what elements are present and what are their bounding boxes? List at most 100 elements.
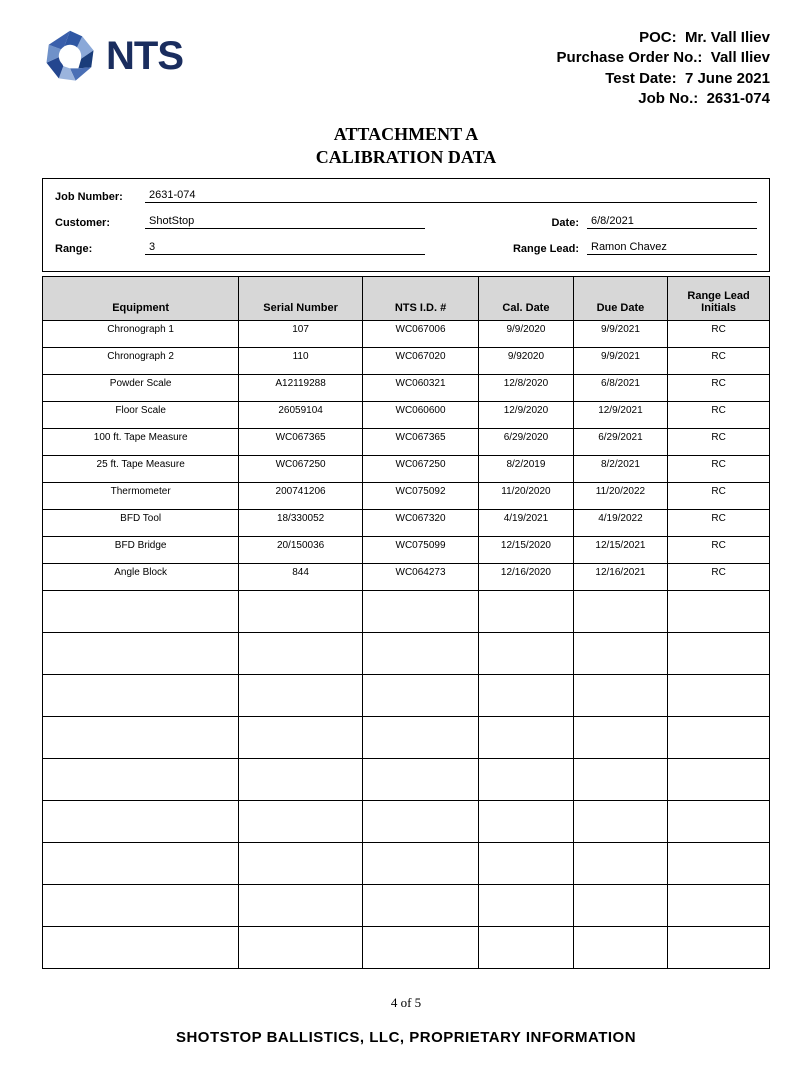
table-cell-empty xyxy=(573,717,668,759)
table-cell: A12119288 xyxy=(239,375,363,402)
table-cell-empty xyxy=(479,759,574,801)
table-cell-empty xyxy=(43,801,239,843)
table-cell-empty xyxy=(239,717,363,759)
form-row-range: Range: 3 Range Lead: Ramon Chavez xyxy=(55,241,757,255)
table-cell-empty xyxy=(479,843,574,885)
table-cell: 12/16/2021 xyxy=(573,564,668,591)
table-cell-empty xyxy=(573,885,668,927)
table-cell-empty xyxy=(239,885,363,927)
table-cell-empty xyxy=(479,717,574,759)
table-cell-empty xyxy=(573,591,668,633)
form-row-jobnum: Job Number: 2631-074 xyxy=(55,189,757,203)
table-cell: WC067020 xyxy=(362,348,478,375)
table-cell-empty xyxy=(479,633,574,675)
header-info: POC: Mr. Vall Iliev Purchase Order No.: … xyxy=(557,28,770,109)
rangelead-label: Range Lead: xyxy=(513,243,587,255)
table-cell: 9/9/2020 xyxy=(479,321,574,348)
table-cell: WC060321 xyxy=(362,375,478,402)
table-cell: 12/9/2020 xyxy=(479,402,574,429)
rangelead-value: Ramon Chavez xyxy=(587,241,757,255)
table-cell: 18/330052 xyxy=(239,510,363,537)
title-line1: ATTACHMENT A xyxy=(42,123,770,146)
table-cell: BFD Tool xyxy=(43,510,239,537)
table-cell: 12/8/2020 xyxy=(479,375,574,402)
table-row: 25 ft. Tape MeasureWC067250WC0672508/2/2… xyxy=(43,456,770,483)
jobno-label: Job No.: xyxy=(638,90,698,107)
table-cell-empty xyxy=(573,633,668,675)
table-row-empty xyxy=(43,801,770,843)
table-row-empty xyxy=(43,885,770,927)
table-cell-empty xyxy=(239,675,363,717)
table-cell-empty xyxy=(239,633,363,675)
table-cell: RC xyxy=(668,375,770,402)
table-cell-empty xyxy=(362,591,478,633)
table-cell: 12/15/2020 xyxy=(479,537,574,564)
proprietary-footer: SHOTSTOP BALLISTICS, LLC, PROPRIETARY IN… xyxy=(42,1029,770,1046)
table-cell-empty xyxy=(362,843,478,885)
date-label: Date: xyxy=(551,217,587,229)
table-cell-empty xyxy=(239,843,363,885)
table-cell-empty xyxy=(668,885,770,927)
table-row: Powder ScaleA12119288WC06032112/8/20206/… xyxy=(43,375,770,402)
table-row: 100 ft. Tape MeasureWC067365WC0673656/29… xyxy=(43,429,770,456)
table-cell: Floor Scale xyxy=(43,402,239,429)
jobnum-value: 2631-074 xyxy=(145,189,757,203)
table-row: Floor Scale26059104WC06060012/9/202012/9… xyxy=(43,402,770,429)
table-header-cell: Range Lead Initials xyxy=(668,277,770,321)
table-cell-empty xyxy=(573,801,668,843)
logo-text: NTS xyxy=(106,34,183,79)
table-header-cell: NTS I.D. # xyxy=(362,277,478,321)
table-cell: WC060600 xyxy=(362,402,478,429)
table-cell: 6/29/2021 xyxy=(573,429,668,456)
table-cell: Chronograph 1 xyxy=(43,321,239,348)
logo-block: NTS xyxy=(42,28,183,84)
table-cell-empty xyxy=(43,717,239,759)
table-row-empty xyxy=(43,759,770,801)
table-cell: WC067250 xyxy=(362,456,478,483)
table-cell: 11/20/2020 xyxy=(479,483,574,510)
table-cell: 844 xyxy=(239,564,363,591)
po-value: Vall Iliev xyxy=(711,49,770,66)
table-cell: 8/2/2021 xyxy=(573,456,668,483)
table-cell: 9/9/2021 xyxy=(573,348,668,375)
po-label: Purchase Order No.: xyxy=(557,49,703,66)
table-cell-empty xyxy=(668,633,770,675)
table-cell: WC067365 xyxy=(362,429,478,456)
table-cell: WC075092 xyxy=(362,483,478,510)
table-cell: Thermometer xyxy=(43,483,239,510)
table-cell: 110 xyxy=(239,348,363,375)
jobno-line: Job No.: 2631-074 xyxy=(557,89,770,109)
table-row: Thermometer200741206WC07509211/20/202011… xyxy=(43,483,770,510)
table-header-cell: Due Date xyxy=(573,277,668,321)
table-cell: Chronograph 2 xyxy=(43,348,239,375)
table-cell-empty xyxy=(239,927,363,969)
table-cell: RC xyxy=(668,456,770,483)
table-cell-empty xyxy=(668,801,770,843)
table-cell-empty xyxy=(43,927,239,969)
table-cell: RC xyxy=(668,483,770,510)
table-cell: 9/92020 xyxy=(479,348,574,375)
table-cell-empty xyxy=(668,591,770,633)
table-cell: 12/16/2020 xyxy=(479,564,574,591)
poc-value: Mr. Vall Iliev xyxy=(685,29,770,46)
table-row-empty xyxy=(43,843,770,885)
table-cell: 4/19/2021 xyxy=(479,510,574,537)
table-cell-empty xyxy=(668,717,770,759)
document-page: NTS POC: Mr. Vall Iliev Purchase Order N… xyxy=(0,0,812,1066)
table-cell-empty xyxy=(573,843,668,885)
table-cell: 20/150036 xyxy=(239,537,363,564)
table-cell: WC075099 xyxy=(362,537,478,564)
table-cell: 6/29/2020 xyxy=(479,429,574,456)
table-cell-empty xyxy=(43,885,239,927)
table-cell: WC067320 xyxy=(362,510,478,537)
table-row: Chronograph 2110WC0670209/920209/9/2021R… xyxy=(43,348,770,375)
table-cell-empty xyxy=(668,675,770,717)
table-cell: 25 ft. Tape Measure xyxy=(43,456,239,483)
table-cell: 9/9/2021 xyxy=(573,321,668,348)
table-cell: RC xyxy=(668,564,770,591)
table-cell: 100 ft. Tape Measure xyxy=(43,429,239,456)
title-line2: CALIBRATION DATA xyxy=(42,146,770,169)
table-row-empty xyxy=(43,717,770,759)
table-cell-empty xyxy=(479,675,574,717)
table-cell-empty xyxy=(479,927,574,969)
